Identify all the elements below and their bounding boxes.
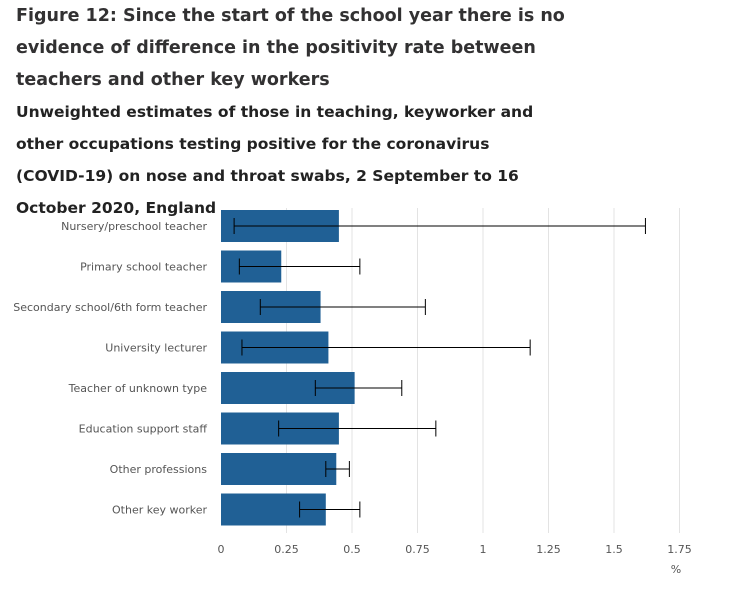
- bar: [221, 453, 336, 485]
- category-labels: Nursery/preschool teacher Primary school …: [13, 220, 207, 517]
- category-label: Secondary school/6th form teacher: [13, 301, 207, 314]
- x-axis-label: %: [671, 563, 681, 576]
- x-tick-label: 0.25: [274, 543, 299, 556]
- positivity-bar-chart: Nursery/preschool teacher Primary school …: [0, 0, 741, 596]
- x-tick-label: 1.75: [667, 543, 692, 556]
- x-tick-label: 0.75: [405, 543, 430, 556]
- category-label: Nursery/preschool teacher: [61, 220, 207, 233]
- x-tick-label: 1: [480, 543, 487, 556]
- category-label: University lecturer: [105, 342, 207, 355]
- category-label: Primary school teacher: [80, 261, 207, 274]
- x-tick-labels: 0 0.25 0.5 0.75 1 1.25 1.5 1.75: [218, 543, 692, 556]
- category-label: Teacher of unknown type: [68, 382, 208, 395]
- category-label: Other key worker: [112, 504, 207, 517]
- category-label: Education support staff: [79, 423, 208, 436]
- bars: [221, 210, 355, 526]
- x-tick-label: 0: [218, 543, 225, 556]
- x-tick-label: 1.25: [536, 543, 561, 556]
- gridlines: [287, 208, 680, 533]
- category-label: Other professions: [110, 463, 208, 476]
- x-tick-label: 0.5: [343, 543, 361, 556]
- x-tick-label: 1.5: [605, 543, 623, 556]
